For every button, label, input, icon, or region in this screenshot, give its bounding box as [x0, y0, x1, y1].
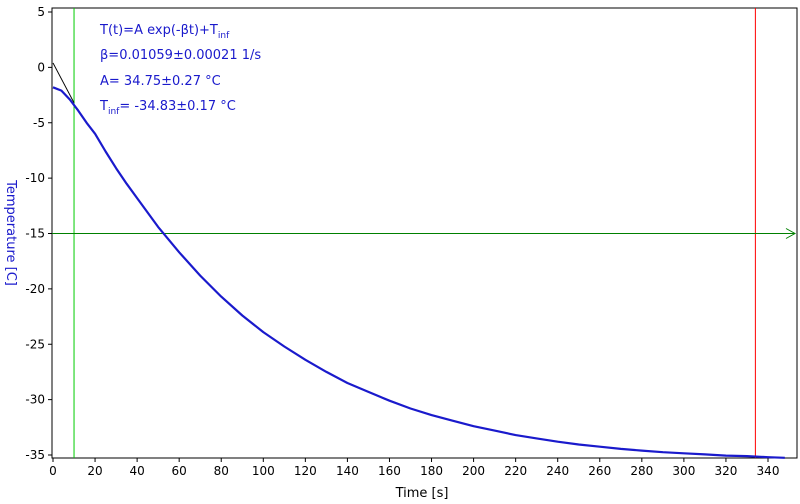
y-axis-title: Temperature [C]: [3, 179, 18, 286]
x-axis-ticks: 0 20 40 60 80 100 120 140 160 180 200 220 240 260 280 3…: [49, 458, 779, 478]
x-tick-label: 300: [672, 464, 695, 478]
marker-lines: [52, 8, 797, 458]
x-tick-label: 220: [504, 464, 527, 478]
temperature-series-line: [52, 86, 785, 459]
y-axis-ticks: 5 0 -5 -10 -15 -20 -25 -30 -35: [25, 5, 52, 462]
y-tick-label: 5: [37, 5, 45, 19]
data-series: [52, 62, 785, 459]
y-tick-label: -35: [25, 448, 45, 462]
x-tick-label: 80: [214, 464, 229, 478]
fit-amplitude: A= 34.75±0.27 °C: [100, 74, 221, 89]
x-tick-label: 140: [336, 464, 359, 478]
fit-beta: β=0.01059±0.00021 1/s: [100, 48, 261, 63]
y-tick-label: -20: [25, 282, 45, 296]
x-tick-label: 60: [172, 464, 187, 478]
y-tick-label: -30: [25, 393, 45, 407]
x-tick-label: 280: [630, 464, 653, 478]
y-tick-label: -15: [25, 227, 45, 241]
fit-formula: T(t)=A exp(-βt)+Tinf: [99, 23, 230, 41]
y-tick-label: -5: [33, 116, 45, 130]
x-tick-label: 40: [129, 464, 144, 478]
y-tick-label: -25: [25, 337, 45, 351]
fit-tinf: Tinf= -34.83±0.17 °C: [99, 99, 236, 117]
x-tick-label: 0: [49, 464, 57, 478]
x-tick-label: 340: [757, 464, 780, 478]
x-tick-label: 320: [714, 464, 737, 478]
x-tick-label: 100: [252, 464, 275, 478]
y-tick-label: -10: [25, 171, 45, 185]
x-axis-title: Time [s]: [395, 486, 449, 501]
x-tick-label: 200: [462, 464, 485, 478]
x-tick-label: 20: [87, 464, 102, 478]
fit-annotation: T(t)=A exp(-βt)+Tinf β=0.01059±0.00021 1…: [99, 23, 261, 117]
x-tick-label: 180: [420, 464, 443, 478]
x-tick-label: 160: [378, 464, 401, 478]
fit-curve-segment: [52, 62, 75, 104]
x-tick-label: 120: [294, 464, 317, 478]
horizontal-marker-arrow: [785, 228, 797, 239]
x-tick-label: 260: [588, 464, 611, 478]
x-tick-label: 240: [546, 464, 569, 478]
y-tick-label: 0: [37, 60, 45, 74]
